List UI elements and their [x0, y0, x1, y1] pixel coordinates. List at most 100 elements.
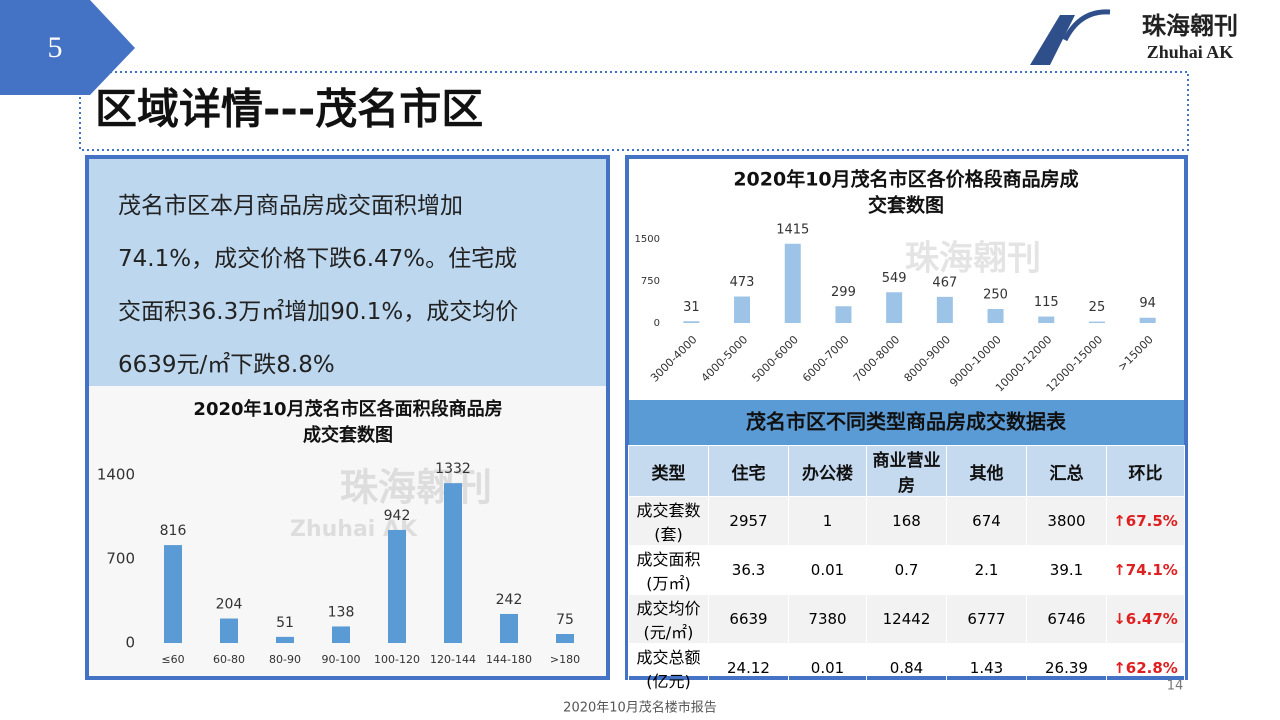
- table-cell: 3800: [1026, 496, 1107, 546]
- table-cell: 2.1: [946, 545, 1027, 595]
- bar: [220, 618, 238, 643]
- x-tick-label: >180: [550, 653, 580, 666]
- x-tick-label: 80-90: [269, 653, 301, 666]
- y-tick-label: 1400: [97, 466, 135, 484]
- bar: [332, 626, 350, 643]
- value-label: 942: [384, 508, 411, 524]
- table-cell: 7380: [788, 594, 867, 644]
- bar: [987, 309, 1004, 323]
- page-number: 5: [48, 31, 63, 64]
- y-tick-label: 700: [106, 550, 135, 568]
- summary: 茂名市区本月商品房成交面积增加 74.1%，成交价格下跌6.47%。住宅成 交面积3…: [118, 180, 518, 392]
- table-row: 成交套数(套) 2957 1 168 674 3800 ↑67.5%: [628, 496, 1185, 546]
- summary-box: [89, 159, 606, 386]
- table-cell: 39.1: [1026, 545, 1107, 595]
- table-cell: ↑74.1%: [1106, 545, 1185, 595]
- value-label: 549: [882, 271, 907, 286]
- table-cell: 1: [788, 496, 867, 546]
- watermark: 珠海翱刊: [340, 466, 492, 510]
- title-box: [79, 71, 1189, 151]
- page-tab: [0, 0, 135, 95]
- chart-title: 交套数图: [868, 194, 944, 217]
- value-label: 51: [276, 615, 294, 631]
- brand-cn: 珠海翱刊: [1142, 12, 1238, 40]
- bar: [500, 613, 518, 643]
- y-tick-label: 750: [641, 276, 660, 287]
- header-cell: 住宅: [708, 445, 789, 497]
- table-cell: 0.7: [866, 545, 947, 595]
- table-cell: 成交面积(万㎡): [628, 545, 709, 595]
- bar: [734, 296, 751, 323]
- y-tick-label: 0: [125, 634, 135, 652]
- header-cell: 环比: [1106, 445, 1185, 497]
- chart-title: 2020年10月茂名市区各价格段商品房成: [733, 168, 1078, 191]
- table-cell: 成交套数(套): [628, 496, 709, 546]
- summary-line: 6639元/㎡下跌8.8%: [118, 352, 335, 378]
- table-cell: 0.01: [788, 643, 867, 693]
- value-label: 31: [683, 300, 700, 315]
- bar: [164, 545, 182, 643]
- y-tick-label: 1500: [635, 234, 660, 245]
- bar: [784, 243, 801, 323]
- value-label: 250: [983, 288, 1008, 303]
- bar: [886, 292, 903, 323]
- chart-title: 2020年10月茂名市区各面积段商品房: [193, 398, 502, 420]
- table-title: 茂名市区不同类型商品房成交数据表: [746, 410, 1067, 434]
- table-cell: ↓6.47%: [1106, 594, 1185, 644]
- table-cell: 6639: [708, 594, 789, 644]
- value-label: 467: [932, 275, 957, 290]
- bar: [835, 306, 852, 323]
- x-tick-label: 90-100: [322, 653, 361, 666]
- header-cell: 其他: [946, 445, 1027, 497]
- table-cell: ↑62.8%: [1106, 643, 1185, 693]
- brand-en: Zhuhai AK: [1147, 42, 1234, 62]
- table-cell: 0.84: [866, 643, 947, 693]
- table-title-bar: [629, 400, 1184, 445]
- header-cell: 商业营业房: [866, 445, 947, 497]
- value-label: 204: [216, 597, 243, 613]
- watermark: 珠海翱刊: [905, 239, 1041, 279]
- summary-line: 交面积36.3万㎡增加90.1%，成交均价: [118, 299, 519, 325]
- table-row: 成交面积(万㎡) 36.3 0.01 0.7 2.1 39.1 ↑74.1%: [628, 545, 1185, 595]
- table-cell: 0.01: [788, 545, 867, 595]
- table-cell: 24.12: [708, 643, 789, 693]
- footer-report: 2020年10月茂名楼市报告: [563, 700, 717, 716]
- table-cell: 6777: [946, 594, 1027, 644]
- header-row: 类型 住宅 办公楼 商业营业房 其他 汇总 环比: [628, 445, 1185, 497]
- slide-title: 区域详情---茂名市区: [95, 85, 483, 134]
- header-cell: 办公楼: [788, 445, 867, 497]
- logo: [1062, 9, 1111, 42]
- bar: [683, 321, 700, 323]
- x-tick-label: ≤60: [161, 653, 184, 666]
- x-tick-label: 144-180: [486, 653, 532, 666]
- table-cell: 1.43: [946, 643, 1027, 693]
- value-label: 1332: [435, 461, 471, 477]
- y-tick-label: 0: [654, 318, 660, 329]
- header-cell: 汇总: [1026, 445, 1107, 497]
- bar: [444, 483, 462, 643]
- x-tick-label: 60-80: [213, 653, 245, 666]
- table-cell: 168: [866, 496, 947, 546]
- bar: [1088, 321, 1105, 323]
- value-label: 473: [730, 275, 755, 290]
- value-label: 25: [1089, 300, 1106, 315]
- bar: [936, 296, 953, 323]
- value-label: 242: [496, 592, 523, 608]
- chart-title: 成交套数图: [303, 424, 393, 446]
- header-cell: 类型: [628, 445, 709, 497]
- data-table: 类型 住宅 办公楼 商业营业房 其他 汇总 环比 成交套数(套) 2957 1 168 674 3800…: [628, 445, 1185, 693]
- bar: [556, 634, 574, 643]
- table-cell: 成交总额(亿元): [628, 643, 709, 693]
- table-cell: 6746: [1026, 594, 1107, 644]
- x-tick-label: 120-144: [430, 653, 476, 666]
- table-cell: 674: [946, 496, 1027, 546]
- bar: [276, 636, 294, 643]
- bar: [1139, 317, 1156, 323]
- value-label: 115: [1034, 295, 1059, 310]
- value-label: 75: [556, 612, 574, 628]
- value-label: 299: [831, 285, 856, 300]
- table-cell: 26.39: [1026, 643, 1107, 693]
- value-label: 94: [1139, 296, 1156, 311]
- bar: [1038, 316, 1055, 323]
